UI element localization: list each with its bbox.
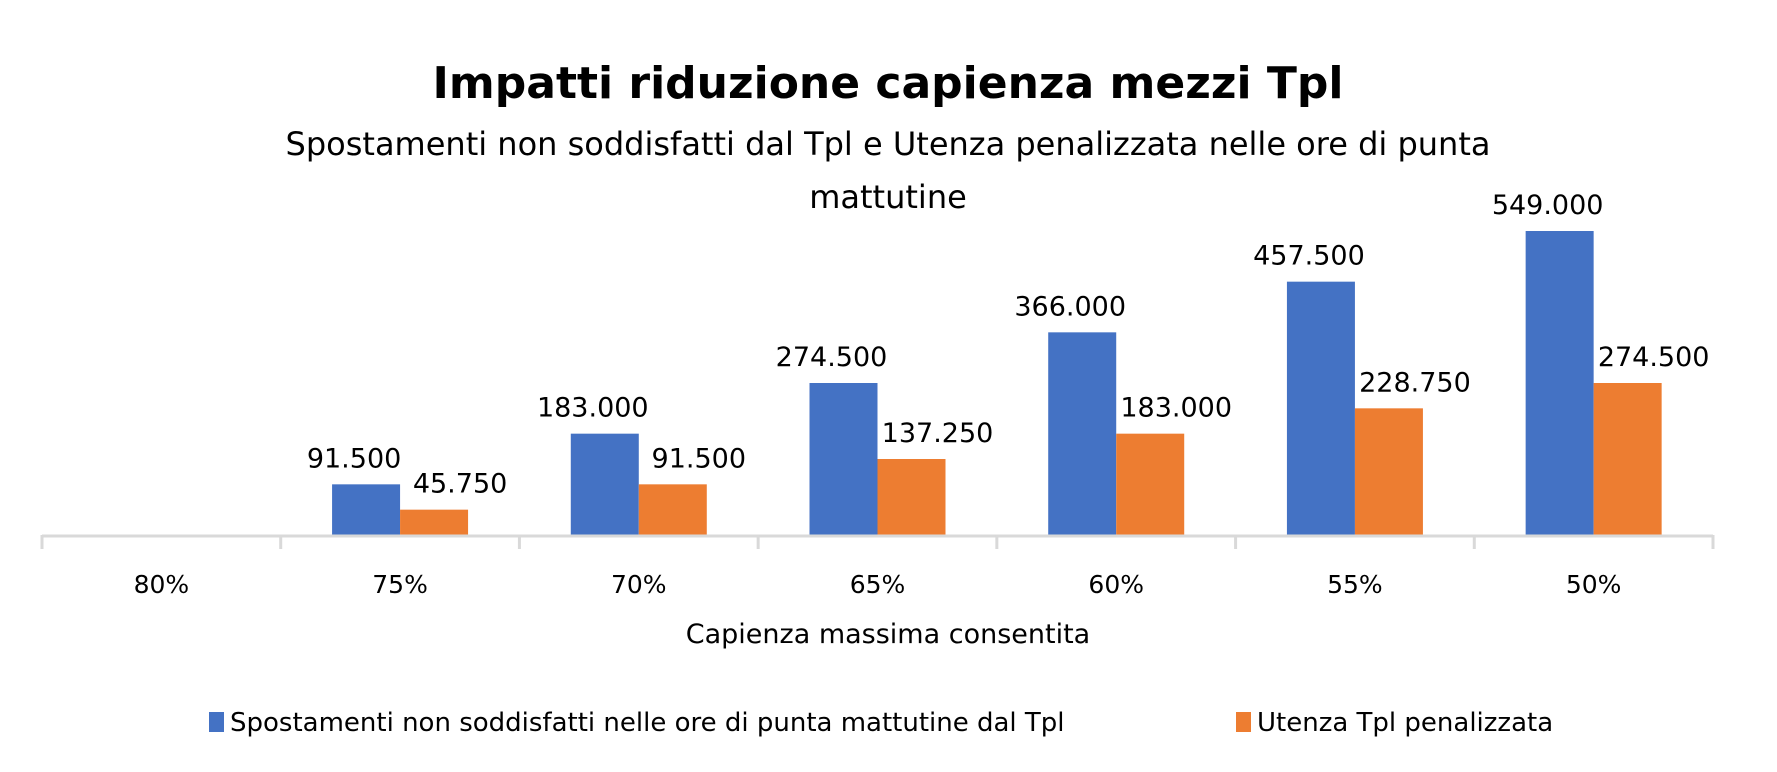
bar-series-2-70pct [638, 484, 707, 535]
bar-series-2-60pct [1116, 433, 1185, 535]
bar-series-2-55pct [1354, 408, 1423, 535]
x-axis [40, 534, 1715, 549]
x-tick-label-75pct: 75% [372, 570, 428, 599]
chart-subtitle-line-1: Spostamenti non soddisfatti dal Tpl e Ut… [286, 125, 1491, 163]
chart-subtitle-line-2: mattutine [809, 178, 967, 216]
bar-series-1-60pct [1048, 332, 1117, 535]
bar-series-1-50pct [1525, 231, 1594, 535]
bar-series-1-75pct [332, 484, 401, 535]
x-axis-label: Capienza massima consentita [686, 619, 1090, 650]
bar-series-2-75pct [400, 509, 469, 535]
data-label-series-2-55pct: 228.750 [1359, 367, 1471, 398]
x-tick-labels: 80% 75% 70% 65% 60% 55% 50% [134, 570, 1622, 599]
legend-swatch-series-1 [209, 712, 224, 732]
legend-swatch-series-2 [1236, 712, 1251, 732]
data-label-series-1-55pct: 457.500 [1253, 241, 1365, 272]
bars-group [332, 231, 1662, 535]
legend: Spostamenti non soddisfatti nelle ore di… [209, 708, 1553, 738]
legend-label-series-2: Utenza Tpl penalizzata [1257, 708, 1553, 738]
bar-series-2-50pct [1593, 383, 1662, 535]
legend-label-series-1: Spostamenti non soddisfatti nelle ore di… [230, 708, 1065, 738]
data-label-series-2-60pct: 183.000 [1120, 393, 1232, 424]
x-tick-label-50pct: 50% [1566, 570, 1622, 599]
chart-title: Impatti riduzione capienza mezzi Tpl [433, 58, 1344, 109]
data-label-series-1-70pct: 183.000 [537, 393, 649, 424]
x-tick-label-65pct: 65% [850, 570, 906, 599]
x-tick-label-80pct: 80% [134, 570, 190, 599]
data-label-series-1-50pct: 549.000 [1492, 190, 1604, 221]
bar-series-1-65pct [809, 383, 878, 535]
bar-series-1-70pct [570, 433, 639, 535]
data-label-series-2-75pct: 45.750 [413, 469, 507, 500]
data-label-series-2-65pct: 137.250 [882, 418, 994, 449]
x-tick-label-70pct: 70% [611, 570, 667, 599]
x-tick-label-55pct: 55% [1327, 570, 1383, 599]
data-label-series-1-60pct: 366.000 [1014, 291, 1126, 322]
bar-series-1-55pct [1286, 281, 1355, 535]
bar-series-2-65pct [877, 459, 946, 535]
data-label-series-2-70pct: 91.500 [652, 443, 746, 474]
data-label-series-1-65pct: 274.500 [776, 342, 888, 373]
data-labels-group: 91.50045.750183.00091.500274.500137.2503… [307, 190, 1710, 500]
data-label-series-2-50pct: 274.500 [1598, 342, 1710, 373]
data-label-series-1-75pct: 91.500 [307, 443, 401, 474]
x-tick-label-60pct: 60% [1088, 570, 1144, 599]
